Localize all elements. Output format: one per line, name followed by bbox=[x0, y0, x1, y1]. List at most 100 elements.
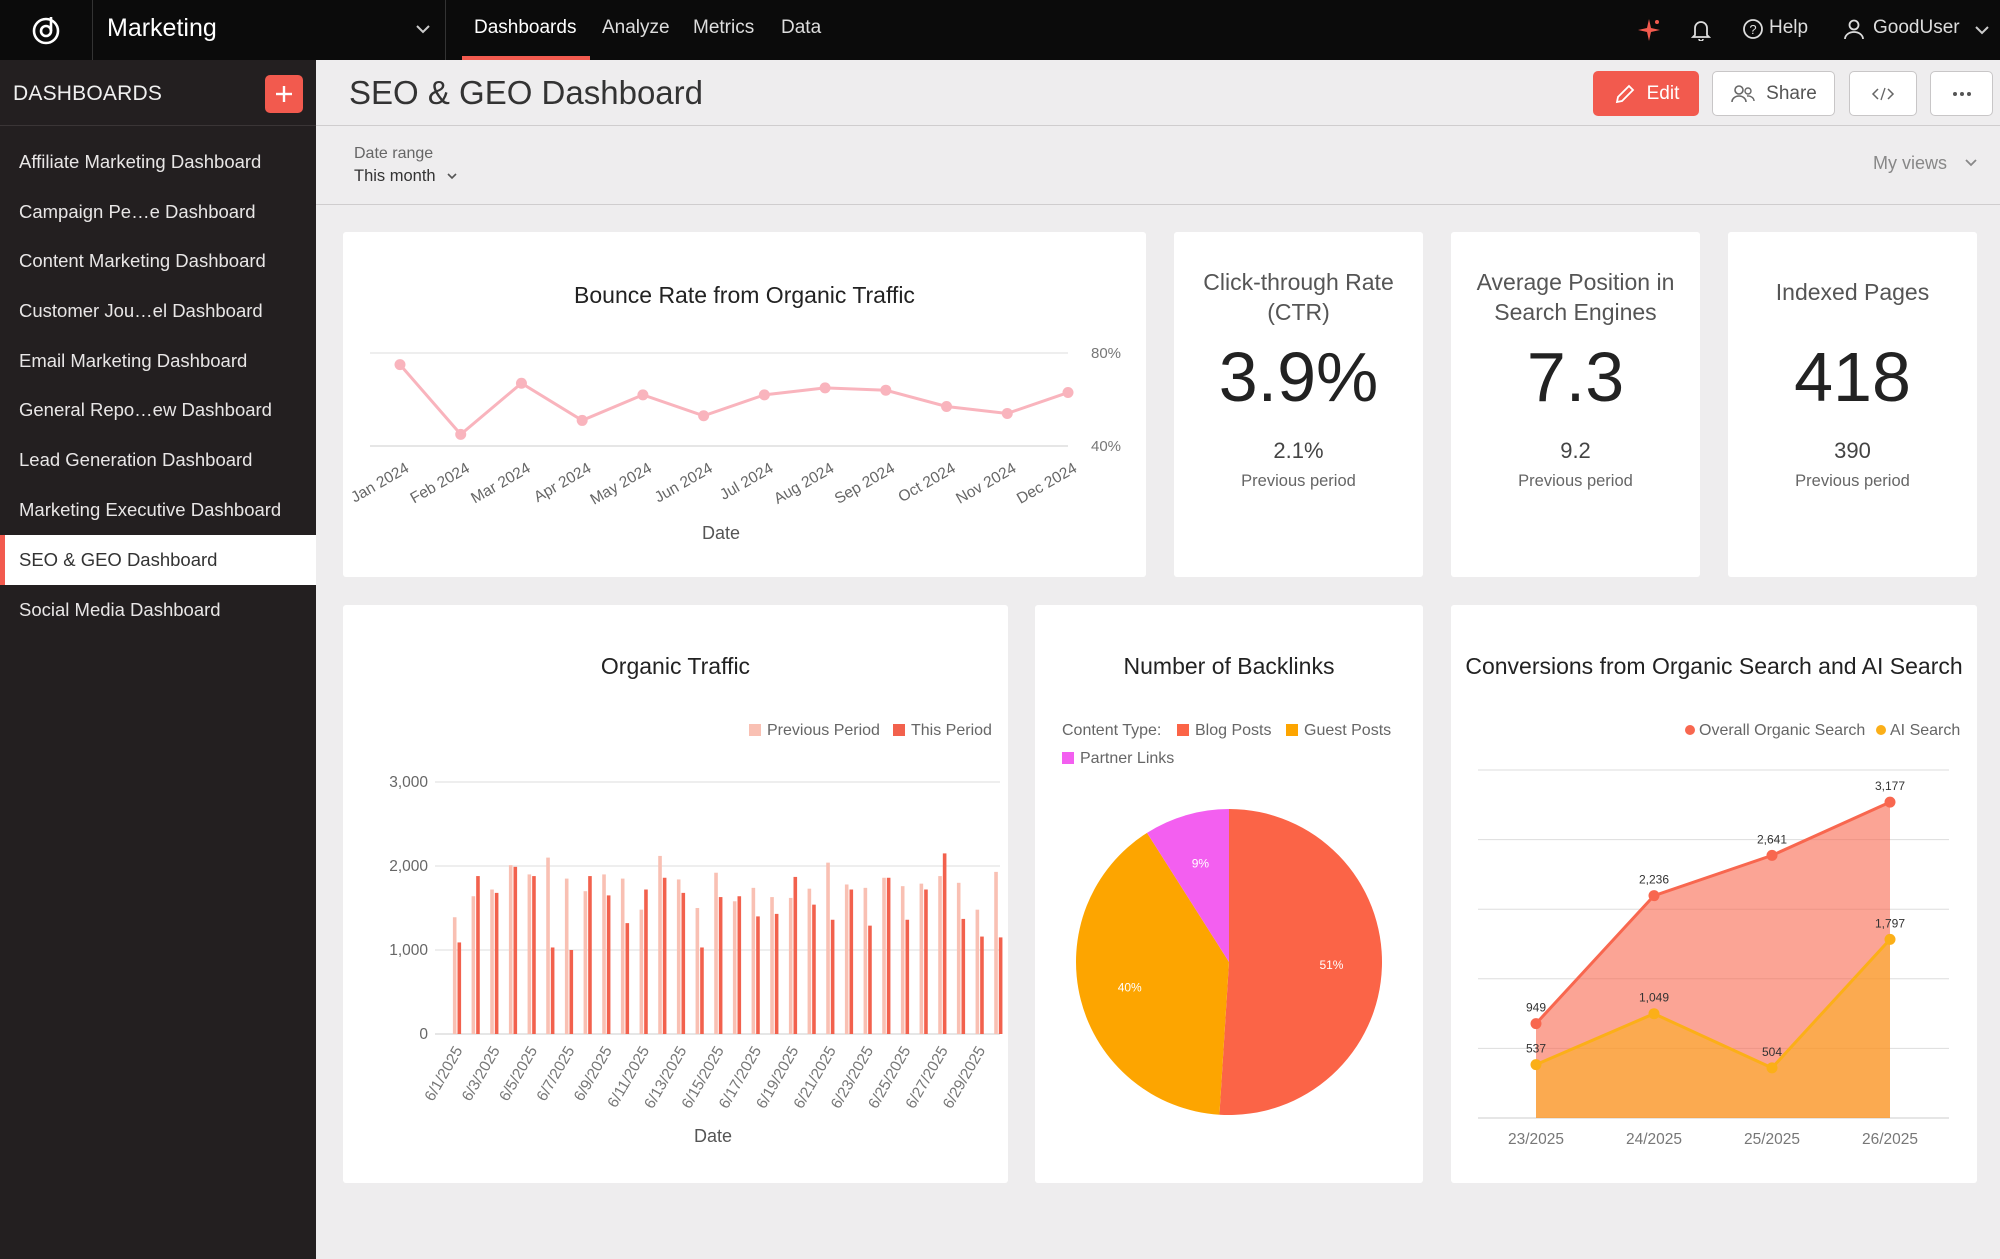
organic-traffic-card: Organic Traffic Previous Period This Peri… bbox=[343, 605, 1008, 1183]
x-tick-label: 25/2025 bbox=[1744, 1131, 1800, 1148]
more-options-button[interactable] bbox=[1930, 71, 1993, 116]
edit-button[interactable]: Edit bbox=[1593, 71, 1699, 116]
page-title: SEO & GEO Dashboard bbox=[349, 74, 703, 111]
sidebar-item-campaign-performance[interactable]: Campaign Pe…e Dashboard bbox=[19, 201, 256, 222]
bounce-rate-line bbox=[398, 363, 1069, 437]
sparkle-icon[interactable] bbox=[1636, 17, 1662, 43]
sidebar-item-seo-geo[interactable]: SEO & GEO Dashboard bbox=[0, 535, 316, 585]
legend-label: Guest Posts bbox=[1304, 722, 1391, 739]
tab-analyze[interactable]: Analyze bbox=[602, 17, 670, 38]
sidebar-item-marketing-executive[interactable]: Marketing Executive Dashboard bbox=[19, 499, 282, 520]
bar-previous-period bbox=[714, 872, 718, 1034]
backlinks-chart: Content Type: Blog Posts Guest Posts Partne… bbox=[1062, 722, 1391, 1115]
legend-dot-organic bbox=[1685, 725, 1695, 735]
y-tick-label: 80% bbox=[1091, 345, 1121, 362]
ai-line bbox=[1535, 938, 1892, 1070]
chevron-down-icon[interactable] bbox=[412, 18, 434, 40]
bar-previous-period bbox=[620, 878, 625, 1034]
bar-this-period bbox=[942, 853, 947, 1034]
data-point bbox=[698, 410, 710, 422]
ai-area bbox=[1536, 939, 1890, 1118]
bar-previous-period bbox=[583, 891, 588, 1034]
help-link[interactable]: Help bbox=[1769, 17, 1809, 38]
bar-this-period bbox=[513, 866, 518, 1034]
kpi-card-indexed-pages: Indexed Pages 418 390 Previous period bbox=[1728, 232, 1977, 577]
bar-this-period bbox=[476, 876, 480, 1034]
x-tick-label: Jul 2024 bbox=[717, 460, 777, 504]
bar-this-period bbox=[457, 942, 462, 1034]
sidebar-title: DASHBOARDS bbox=[13, 82, 163, 105]
bar-this-period bbox=[905, 919, 910, 1034]
sidebar-item-content-marketing[interactable]: Content Marketing Dashboard bbox=[19, 250, 266, 271]
organic-traffic-chart: Previous Period This Period 3,000 2,000 1,00… bbox=[389, 722, 1003, 1146]
user-icon[interactable] bbox=[1843, 18, 1865, 40]
bell-icon[interactable] bbox=[1690, 19, 1712, 42]
data-point bbox=[880, 384, 892, 396]
organic-value-label: 2,641 bbox=[1757, 832, 1787, 846]
sidebar-header: DASHBOARDS bbox=[0, 60, 316, 126]
bar-previous-period bbox=[807, 888, 812, 1034]
x-tick-label: Nov 2024 bbox=[953, 460, 1019, 508]
tab-metrics[interactable]: Metrics bbox=[693, 17, 755, 38]
bar-this-period bbox=[961, 918, 966, 1034]
organic-point bbox=[1530, 1018, 1542, 1030]
date-range-dropdown[interactable]: This month bbox=[354, 167, 459, 186]
sidebar-item-affiliate-marketing[interactable]: Affiliate Marketing Dashboard bbox=[19, 151, 262, 172]
tab-dashboards[interactable]: Dashboards bbox=[474, 17, 577, 38]
bar-this-period bbox=[793, 876, 798, 1034]
y-tick-label: 3,000 bbox=[389, 774, 428, 791]
sidebar-item-social-media[interactable]: Social Media Dashboard bbox=[19, 599, 221, 620]
legend-label-this: This Period bbox=[911, 722, 992, 739]
logo-icon[interactable] bbox=[0, 0, 93, 60]
kpi-value: 418 bbox=[1794, 338, 1911, 416]
user-menu[interactable]: GoodUser bbox=[1873, 17, 1960, 38]
legend-label-organic: Overall Organic Search bbox=[1699, 722, 1865, 739]
divider bbox=[445, 0, 446, 60]
code-icon bbox=[1871, 87, 1895, 100]
bar-previous-period bbox=[602, 874, 606, 1034]
legend-swatch-this bbox=[893, 724, 905, 736]
ai-point bbox=[1530, 1059, 1542, 1071]
x-tick-label: 23/2025 bbox=[1508, 1131, 1564, 1148]
share-button[interactable]: Share bbox=[1712, 71, 1835, 116]
sidebar-item-email-marketing[interactable]: Email Marketing Dashboard bbox=[19, 350, 248, 371]
organic-value-label: 2,236 bbox=[1639, 873, 1669, 887]
chevron-down-icon[interactable] bbox=[1972, 20, 1992, 40]
bar-previous-period bbox=[639, 909, 644, 1034]
ai-point bbox=[1766, 1062, 1778, 1074]
embed-button[interactable] bbox=[1849, 71, 1917, 116]
x-axis-label: Date bbox=[694, 1126, 732, 1146]
kpi-previous-label: Previous period bbox=[1795, 472, 1910, 490]
x-tick-label: 24/2025 bbox=[1626, 1131, 1682, 1148]
bar-this-period bbox=[718, 897, 723, 1034]
kpi-card-ctr: Click-through Rate (CTR) 3.9% 2.1% Previ… bbox=[1174, 232, 1423, 577]
filter-bar: Date range This month My views bbox=[316, 127, 2000, 205]
kpi-title: Click-through Rate (CTR) bbox=[1203, 269, 1394, 325]
data-point bbox=[576, 414, 588, 426]
kpi-previous-label: Previous period bbox=[1241, 472, 1356, 490]
active-tab-indicator bbox=[462, 56, 590, 60]
sidebar-item-general-report[interactable]: General Repo…ew Dashboard bbox=[19, 399, 272, 420]
kpi-previous-value: 2.1% bbox=[1273, 438, 1324, 463]
bar-this-period bbox=[830, 919, 835, 1034]
bar-previous-period bbox=[938, 876, 942, 1034]
date-range-label: Date range bbox=[354, 145, 434, 162]
data-point bbox=[758, 389, 770, 401]
bar-previous-period bbox=[863, 887, 868, 1034]
sidebar-item-lead-generation[interactable]: Lead Generation Dashboard bbox=[19, 449, 253, 470]
slice-label: 9% bbox=[1192, 857, 1210, 871]
bar-this-period bbox=[737, 896, 742, 1034]
bar-this-period bbox=[644, 889, 648, 1034]
pencil-icon bbox=[1615, 84, 1634, 103]
tab-data[interactable]: Data bbox=[781, 17, 822, 38]
bar-previous-period bbox=[956, 882, 961, 1034]
ai-value-label: 537 bbox=[1526, 1042, 1546, 1056]
bar-previous-period bbox=[527, 874, 532, 1034]
add-dashboard-button[interactable] bbox=[265, 75, 303, 113]
x-tick-label: Apr 2024 bbox=[531, 460, 594, 506]
sidebar-item-customer-journey[interactable]: Customer Jou…el Dashboard bbox=[19, 300, 263, 321]
bar-previous-period bbox=[695, 908, 700, 1034]
help-icon[interactable]: ? bbox=[1742, 18, 1764, 40]
my-views-dropdown[interactable]: My views bbox=[1873, 153, 1980, 174]
legend-label-ai: AI Search bbox=[1890, 722, 1960, 739]
